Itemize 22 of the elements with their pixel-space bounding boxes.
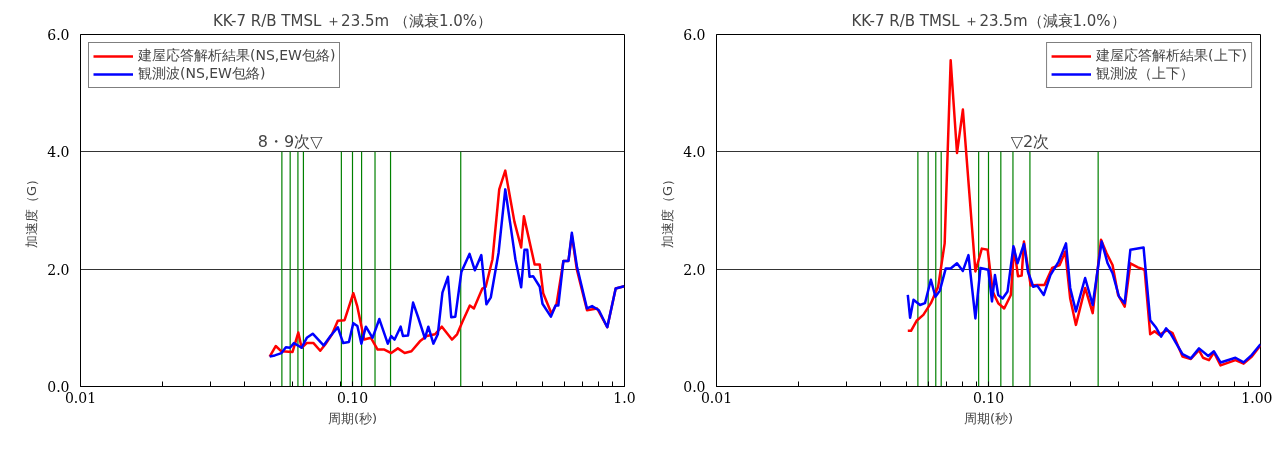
y-axis-title: 加速度（G） — [24, 172, 40, 249]
annotation: ▽2次 — [1010, 131, 1050, 151]
x-tick-label: 0.10 — [972, 389, 1005, 406]
annotation: 8・9次▽ — [257, 131, 324, 151]
y-tick-label: 2.0 — [47, 261, 70, 278]
chart-title: KK-7 R/B TMSL ＋23.5m（減衰1.0%） — [851, 11, 1126, 30]
x-axis-title: 周期(秒) — [327, 410, 378, 426]
legend-label: 観測波(NS,EW包絡) — [138, 65, 266, 83]
y-tick-label: 2.0 — [683, 261, 706, 278]
y-tick-label: 4.0 — [683, 144, 706, 161]
legend-label: 観測波（上下） — [1096, 65, 1195, 83]
y-tick-label: 4.0 — [47, 144, 70, 161]
y-tick-label: 6.0 — [683, 27, 706, 43]
x-tick-label: 0.10 — [336, 389, 369, 406]
chart-title: KK-7 R/B TMSL ＋23.5m （減衰1.0%） — [213, 11, 492, 30]
y-tick-label: 6.0 — [47, 27, 70, 43]
x-tick-label: 1.0 — [613, 389, 636, 406]
x-tick-label: 1.00 — [1241, 389, 1273, 406]
legend-label: 建屋応答解析結果(NS,EW包絡) — [138, 47, 336, 65]
legend-label: 建屋応答解析結果(上下) — [1096, 47, 1247, 65]
y-axis-title: 加速度（G） — [660, 172, 676, 249]
x-axis-title: 周期(秒) — [963, 410, 1014, 426]
